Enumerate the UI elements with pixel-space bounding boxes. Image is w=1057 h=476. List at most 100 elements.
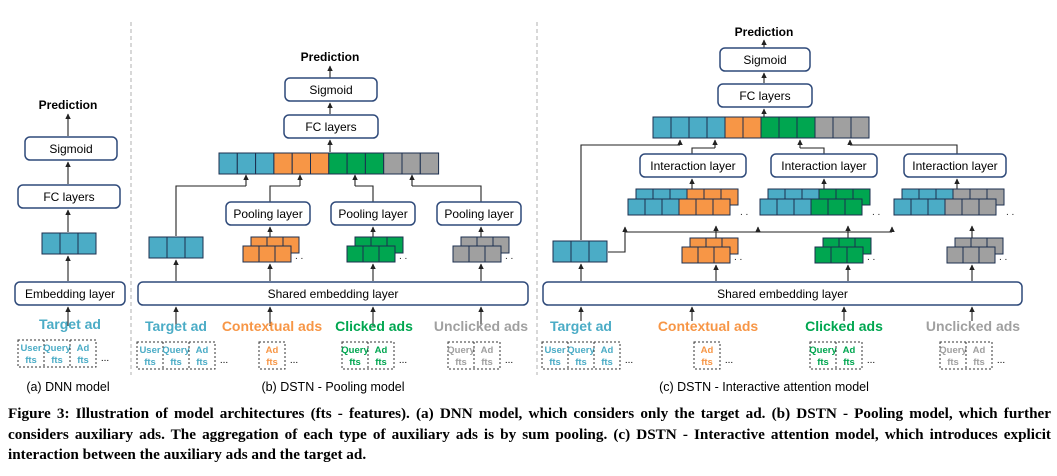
contextual-pair-stack-front-cell (712, 198, 731, 216)
pooling-layer-contextual-label: Pooling layer (233, 207, 302, 221)
clicked-features-ellipsis: ... (867, 355, 875, 366)
concat-vector-c-cell (742, 116, 762, 139)
contextual-pair-stack-ellipsis: . . (740, 207, 748, 218)
target-embedding-c-cell (552, 240, 572, 263)
contextual-stack-c-front-cell (713, 246, 731, 264)
connector-line (269, 185, 300, 202)
clicked-pair-stack-front-cell (759, 198, 778, 216)
interaction-layer-unclicked (903, 153, 1007, 178)
concat-vector-c-cell (724, 116, 744, 139)
target-ad-label: Target ad (145, 318, 207, 334)
sigmoid-box-label: Sigmoid (309, 83, 352, 97)
contextual-pair-stack-front-cell (695, 198, 714, 216)
unclicked-ads-label: Unclicked ads (434, 318, 528, 334)
concat-vector-c-cell (760, 116, 780, 139)
concat-vector-cell (218, 152, 238, 175)
prediction-label: Prediction (39, 98, 98, 112)
clicked-pair-stack-front-cell (776, 198, 795, 216)
sigmoid-box (719, 47, 811, 72)
contextual-stack-front-cell (258, 245, 276, 263)
clicked-stack-ellipsis: . . (399, 251, 407, 262)
concat-vector-c-cell (706, 116, 726, 139)
contextual-pair-stack-front-cell (661, 198, 680, 216)
connector-line (355, 185, 374, 202)
clicked-stack-c-front-cell (814, 246, 832, 264)
target-features-text: User (544, 345, 565, 356)
target-features-text: User (20, 343, 41, 354)
unclicked-ads-label: Unclicked ads (926, 318, 1020, 334)
concat-vector-cell (236, 152, 257, 175)
target-features-ellipsis: ... (220, 355, 228, 366)
concat-vector-c-cell (670, 116, 690, 139)
unclicked-stack-c-ellipsis: . . (999, 252, 1007, 263)
unclicked-features-text: Query (939, 345, 967, 356)
clicked-pair-stack-front-cell (844, 198, 863, 216)
target-features-text: Ad (196, 345, 209, 356)
target-features-ellipsis: ... (101, 353, 109, 364)
clicked-ads-label: Clicked ads (805, 318, 883, 334)
target-features-text: fts (196, 357, 208, 368)
unclicked-pair-stack-front-cell (961, 198, 980, 216)
unclicked-pair-stack-front-cell (944, 198, 963, 216)
target-embedding-cell (77, 232, 97, 255)
contextual-stack-front-cell (242, 245, 260, 263)
pooling-layer-clicked-label: Pooling layer (338, 207, 407, 221)
connector-line (412, 185, 482, 202)
target-features-text: fts (144, 357, 156, 368)
target-features-text: fts (51, 355, 63, 366)
target-features (136, 341, 216, 370)
contextual-stack-c-front-cell (681, 246, 699, 264)
clicked-pair-stack-ellipsis: . . (872, 207, 880, 218)
fc-layers-box (717, 83, 813, 108)
contextual-pair-stack-front-cell (644, 198, 663, 216)
target-embedding-cell (184, 236, 204, 259)
unclicked-pair-stack-front-cell (978, 198, 997, 216)
target-features-text: fts (575, 357, 587, 368)
target-features (541, 341, 621, 370)
target-features-text: User (139, 345, 160, 356)
concat-vector-c-cell (796, 116, 816, 139)
concat-vector-c-cell (814, 116, 834, 139)
concat-vector-c-cell (688, 116, 708, 139)
unclicked-stack-front-cell (484, 245, 502, 263)
concat-vector-c-cell (652, 116, 672, 139)
concat-vector-cell (346, 152, 366, 175)
unclicked-features-text: fts (455, 357, 467, 368)
shared-embedding-layer-c-label: Shared embedding layer (717, 287, 848, 301)
shared-embedding-layer-c (542, 281, 1023, 306)
unclicked-features-ellipsis: ... (505, 355, 513, 366)
clicked-stack-c-front-cell (846, 246, 864, 264)
concat-vector-cell (291, 152, 312, 175)
clicked-features-text: Ad (843, 345, 856, 356)
connector-line (691, 147, 715, 154)
clicked-features-text: fts (843, 357, 855, 368)
interaction-layer-contextual (639, 153, 747, 178)
target-features (17, 339, 97, 368)
target-embedding-c-cell (570, 240, 590, 263)
contextual-stack-front-cell (274, 245, 292, 263)
concat-vector-cell (383, 152, 403, 175)
target-features-text: fts (170, 357, 182, 368)
contextual-features-ellipsis: ... (290, 355, 298, 366)
concat-vector-cell (401, 152, 421, 175)
panel-a-sublabel: (a) DNN model (26, 380, 109, 394)
fc-layers-box-label: FC layers (305, 120, 356, 134)
sigmoid-box-label: Sigmoid (743, 53, 786, 67)
embedding-layer-box (14, 281, 126, 306)
clicked-pair-stack-front-cell (810, 198, 829, 216)
clicked-ads-label: Clicked ads (335, 318, 413, 334)
pooling-layer-unclicked (436, 201, 522, 226)
connector-line (580, 144, 680, 240)
clicked-stack-front-cell (378, 245, 396, 263)
pooling-layer-clicked (330, 201, 416, 226)
unclicked-stack-front-cell (468, 245, 486, 263)
target-features-text: Query (162, 345, 190, 356)
prediction-label: Prediction (735, 25, 794, 39)
concat-vector-c-cell (850, 116, 870, 139)
concat-vector-cell (328, 152, 348, 175)
contextual-stack-c-ellipsis: . . (734, 252, 742, 263)
target-features-text: fts (25, 355, 37, 366)
connector-line (175, 185, 246, 236)
target-embedding-cell (59, 232, 79, 255)
interaction-layer-clicked-label: Interaction layer (781, 159, 866, 173)
